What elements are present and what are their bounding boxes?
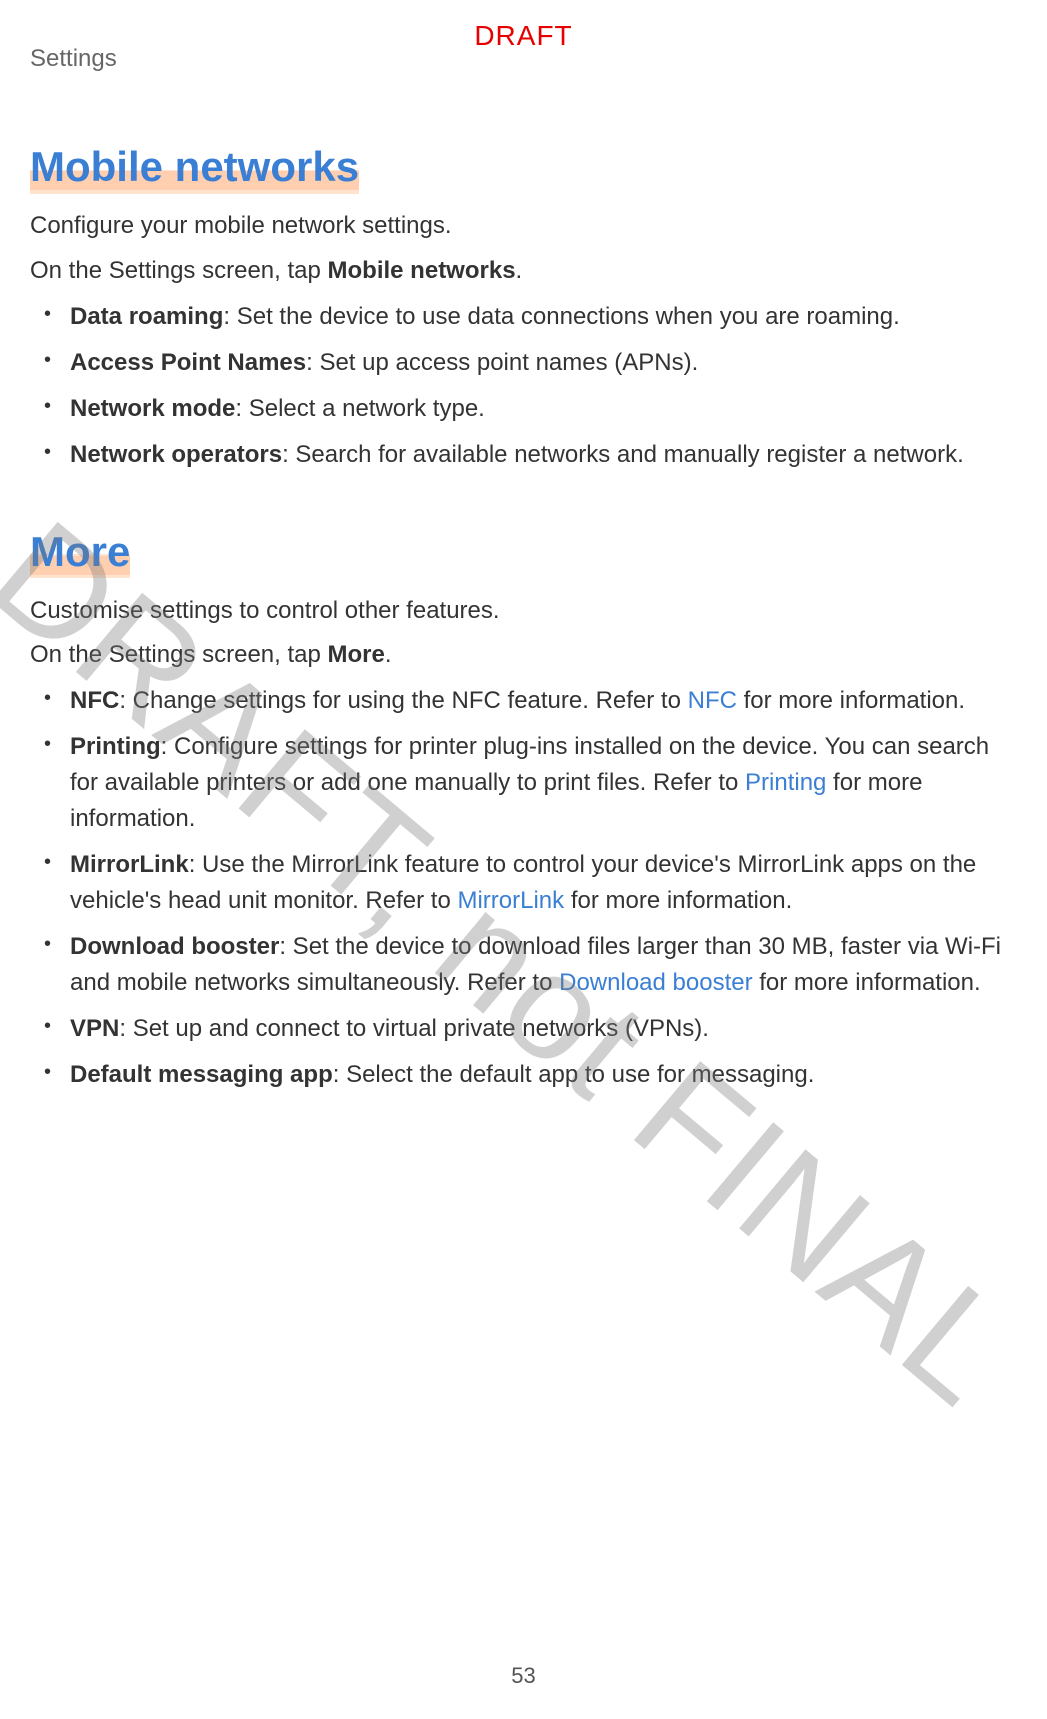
- list-item: Printing: Configure settings for printer…: [30, 729, 1017, 837]
- list-item: Download booster: Set the device to down…: [30, 929, 1017, 1001]
- list-item: MirrorLink: Use the MirrorLink feature t…: [30, 847, 1017, 919]
- intro-paragraph: Configure your mobile network settings.: [30, 209, 1017, 244]
- bullet-list: Data roaming: Set the device to use data…: [30, 299, 1017, 473]
- intro-paragraph: On the Settings screen, tap Mobile netwo…: [30, 254, 1017, 289]
- draft-stamp: DRAFT: [474, 20, 572, 52]
- section-block: Mobile networks Configure your mobile net…: [30, 143, 1017, 473]
- page-number: 53: [511, 1663, 535, 1689]
- list-item: Network operators: Search for available …: [30, 437, 1017, 473]
- bullet-list: NFC: Change settings for using the NFC f…: [30, 683, 1017, 1093]
- section-block: More Customise settings to control other …: [30, 528, 1017, 1094]
- header-label: Settings: [30, 45, 117, 73]
- page-content: Mobile networks Configure your mobile net…: [30, 143, 1017, 1093]
- list-item: Data roaming: Set the device to use data…: [30, 299, 1017, 335]
- list-item: NFC: Change settings for using the NFC f…: [30, 683, 1017, 719]
- intro-paragraph: Customise settings to control other feat…: [30, 594, 1017, 629]
- intro-paragraph: On the Settings screen, tap More.: [30, 638, 1017, 673]
- section-heading: More: [30, 528, 130, 576]
- list-item: VPN: Set up and connect to virtual priva…: [30, 1011, 1017, 1047]
- list-item: Access Point Names: Set up access point …: [30, 345, 1017, 381]
- section-heading: Mobile networks: [30, 143, 359, 191]
- list-item: Default messaging app: Select the defaul…: [30, 1057, 1017, 1093]
- list-item: Network mode: Select a network type.: [30, 391, 1017, 427]
